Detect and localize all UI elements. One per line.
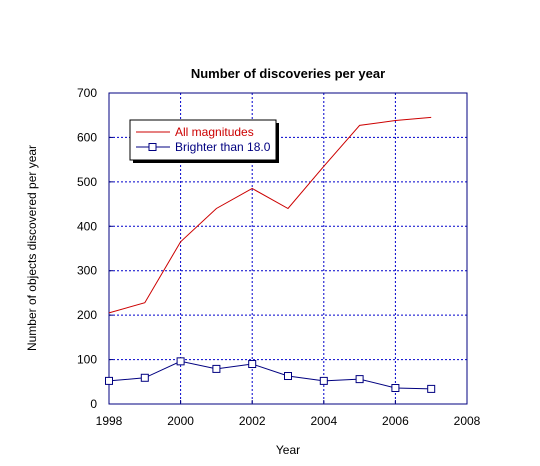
data-point-marker — [391, 384, 400, 393]
y-tick-label: 500 — [77, 175, 97, 189]
legend-label-brighter: Brighter than 18.0 — [175, 140, 271, 154]
chart-title: Number of discoveries per year — [191, 66, 385, 81]
y-tick-label: 300 — [77, 264, 97, 278]
legend-marker-square — [148, 143, 157, 151]
x-tick-label: 2006 — [382, 414, 409, 428]
plot-area-frame — [108, 92, 468, 405]
series-layer — [105, 116, 436, 393]
data-point-marker — [319, 376, 328, 385]
data-point-marker — [355, 375, 364, 384]
data-point-marker — [427, 384, 436, 393]
legend-label-all-magnitudes: All magnitudes — [175, 125, 254, 139]
legend: All magnitudes Brighter than 18.0 — [129, 119, 279, 163]
data-point-marker — [176, 357, 185, 366]
x-axis-ticks: 1998 2000 2002 2004 2006 2008 — [96, 400, 481, 428]
y-tick-label: 600 — [77, 130, 97, 144]
x-tick-label: 2004 — [310, 414, 337, 428]
x-tick-label: 2008 — [454, 414, 481, 428]
x-axis-label: Year — [276, 443, 300, 457]
y-tick-label: 400 — [77, 219, 97, 233]
data-point-marker — [284, 372, 292, 381]
data-point-marker — [105, 376, 113, 385]
data-point-marker — [248, 360, 257, 369]
x-tick-label: 2000 — [167, 414, 194, 428]
series-line-1 — [108, 360, 432, 390]
y-axis-ticks: 0 100 200 300 400 500 600 700 — [77, 86, 113, 411]
y-tick-label: 0 — [90, 397, 97, 411]
data-point-marker — [140, 373, 149, 382]
y-tick-label: 700 — [77, 86, 97, 100]
legend-box — [129, 119, 277, 161]
x-tick-label: 1998 — [96, 414, 123, 428]
y-axis-label: Number of objects discovered per year — [25, 145, 39, 351]
series-line-0 — [108, 116, 432, 314]
x-tick-label: 2002 — [239, 414, 266, 428]
y-tick-label: 100 — [77, 353, 97, 367]
y-tick-label: 200 — [77, 308, 97, 322]
data-point-marker — [212, 364, 221, 373]
